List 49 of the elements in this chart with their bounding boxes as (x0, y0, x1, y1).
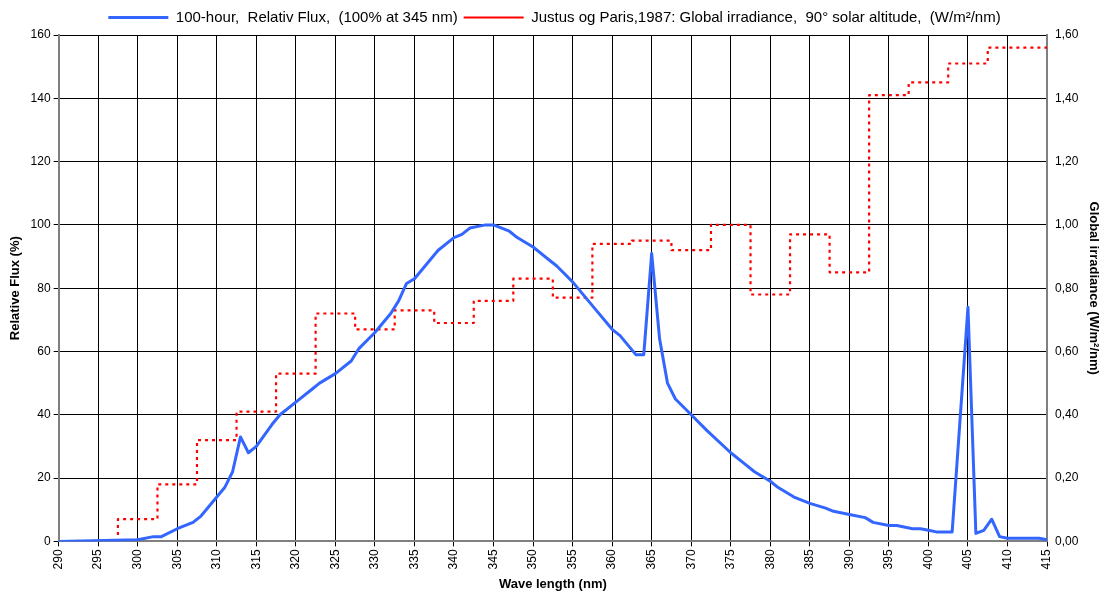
x-tick-label: 340 (446, 549, 461, 570)
x-tick-label: 415 (1039, 549, 1054, 570)
y-tick-label: 0 (43, 533, 51, 548)
x-tick-label: 380 (762, 549, 777, 570)
y-axis-title: Relative Flux (%) (7, 236, 23, 341)
x-tick-label: 400 (920, 549, 935, 570)
x-tick-label: 375 (723, 549, 738, 570)
y-tick-label: 60 (37, 343, 51, 358)
y2-tick-label: 0,80 (1055, 280, 1079, 295)
x-tick-label: 360 (604, 549, 619, 570)
x-tick-label: 325 (327, 549, 342, 570)
x-tick-label: 350 (525, 549, 540, 570)
y-tick-label: 80 (37, 280, 51, 295)
x-tick-label: 310 (209, 549, 224, 570)
x-tick-label: 390 (841, 549, 856, 570)
x-tick-label: 365 (643, 549, 658, 570)
y2-tick-label: 0,00 (1055, 533, 1079, 548)
y2-tick-label: 0,40 (1055, 407, 1079, 422)
legend-label: Justus og Paris,1987: Global irradiance, 90° solar altitude, (W/m²/nm) (531, 7, 1001, 25)
y-tick-label: 100 (30, 217, 51, 232)
y2-axis-title: Global irradiance (W/m²/nm) (1086, 201, 1102, 375)
y-tick-label: 160 (30, 27, 51, 42)
x-tick-label: 385 (802, 549, 817, 570)
y2-tick-label: 1,20 (1055, 153, 1079, 168)
x-tick-label: 370 (683, 549, 698, 570)
x-tick-label: 355 (564, 549, 579, 570)
y2-tick-label: 1,00 (1055, 217, 1079, 232)
x-tick-label: 345 (485, 549, 500, 570)
x-tick-label: 295 (90, 549, 105, 570)
x-tick-label: 315 (248, 549, 263, 570)
y2-tick-label: 0,20 (1055, 470, 1079, 485)
y2-tick-label: 0,60 (1055, 343, 1079, 358)
y2-tick-label: 1,40 (1055, 90, 1079, 105)
x-tick-label: 300 (130, 549, 145, 570)
y-tick-label: 120 (30, 153, 51, 168)
y-tick-label: 20 (37, 470, 51, 485)
y2-tick-label: 1,60 (1055, 27, 1079, 42)
x-tick-label: 305 (169, 549, 184, 570)
x-tick-label: 290 (50, 549, 65, 570)
x-tick-label: 405 (960, 549, 975, 570)
y-tick-label: 40 (37, 407, 51, 422)
x-tick-label: 320 (288, 549, 303, 570)
x-tick-label: 395 (881, 549, 896, 570)
y-tick-label: 140 (30, 90, 51, 105)
x-axis-title: Wave length (nm) (498, 575, 607, 591)
x-tick-label: 335 (406, 549, 421, 570)
x-tick-label: 330 (367, 549, 382, 570)
legend-label: 100-hour, Relativ Flux, (100% at 345 nm) (175, 7, 458, 25)
x-tick-label: 410 (999, 549, 1014, 570)
